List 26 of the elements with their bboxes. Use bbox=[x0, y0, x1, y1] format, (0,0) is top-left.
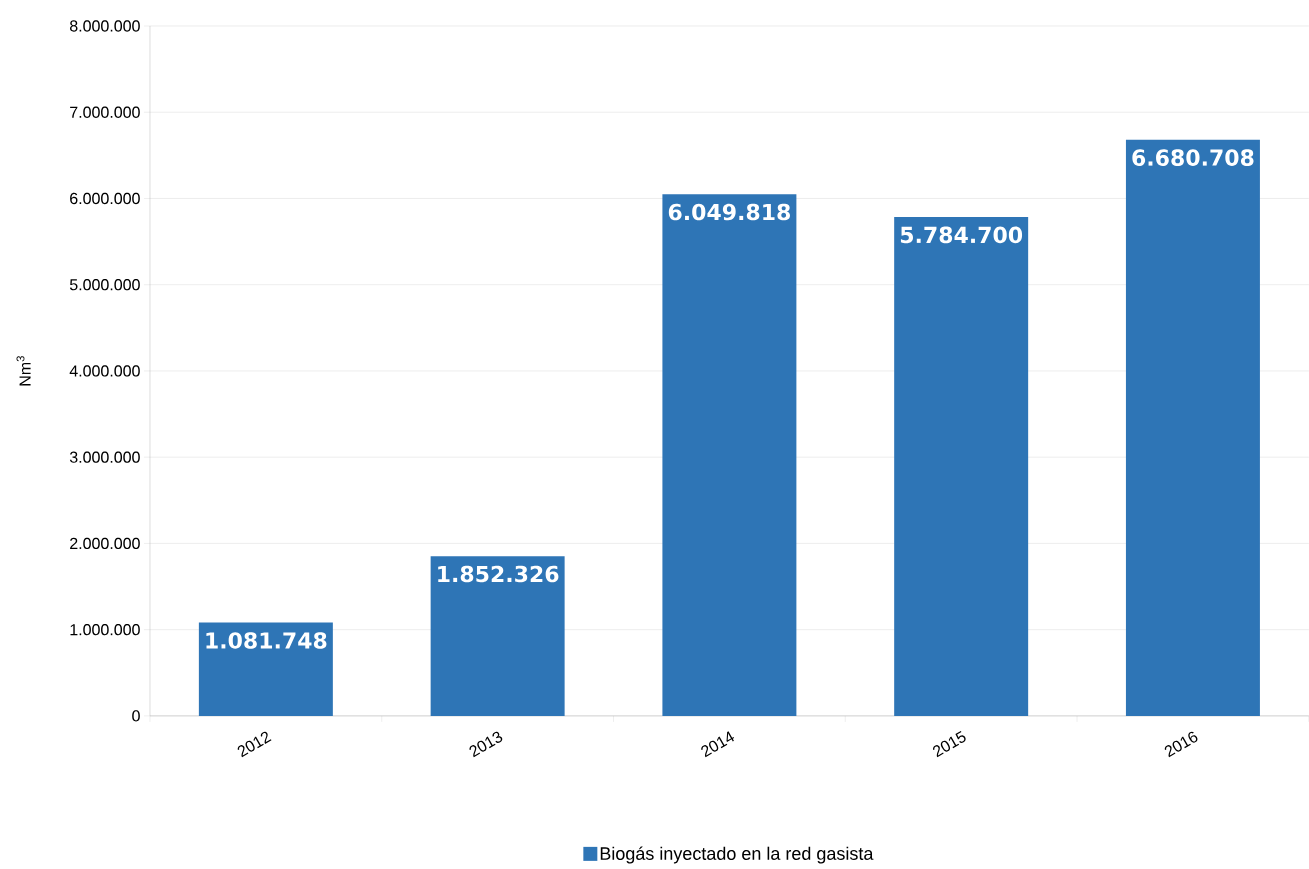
x-tick-label: 2012 bbox=[237, 731, 272, 758]
bar bbox=[1125, 139, 1260, 716]
bar bbox=[894, 217, 1029, 716]
y-tick-label: 0 bbox=[132, 710, 140, 722]
y-tick-label: 4.000.000 bbox=[69, 365, 140, 377]
bar bbox=[662, 194, 797, 716]
y-tick-label: 5.000.000 bbox=[69, 279, 140, 291]
x-tick-label: 2014 bbox=[701, 731, 735, 758]
legend-label: Biogás inyectado en la red gasista bbox=[600, 846, 874, 864]
data-label: 1.081.748 bbox=[206, 632, 327, 649]
x-tick-label: 2016 bbox=[1164, 731, 1198, 758]
y-tick-label: 3.000.000 bbox=[69, 451, 140, 463]
x-tick-label: 2015 bbox=[932, 731, 966, 758]
y-tick-label: 2.000.000 bbox=[70, 537, 140, 550]
x-tick-label: 2013 bbox=[469, 731, 503, 758]
y-tick-label: 8.000.000 bbox=[70, 20, 140, 32]
data-label: 1.852.326 bbox=[438, 565, 559, 583]
bar bbox=[430, 556, 565, 716]
y-tick-label: 1.000.000 bbox=[70, 624, 140, 636]
data-label: 6.680.708 bbox=[1132, 149, 1254, 166]
data-label: 5.784.700 bbox=[900, 226, 1023, 244]
y-tick-label: 6.000.000 bbox=[70, 192, 140, 205]
bar bbox=[198, 622, 333, 716]
y-tick-label: 7.000.000 bbox=[70, 106, 140, 118]
y-axis-title: Nm$^{3}$ bbox=[16, 356, 31, 386]
data-label: 6.049.818 bbox=[668, 203, 790, 221]
